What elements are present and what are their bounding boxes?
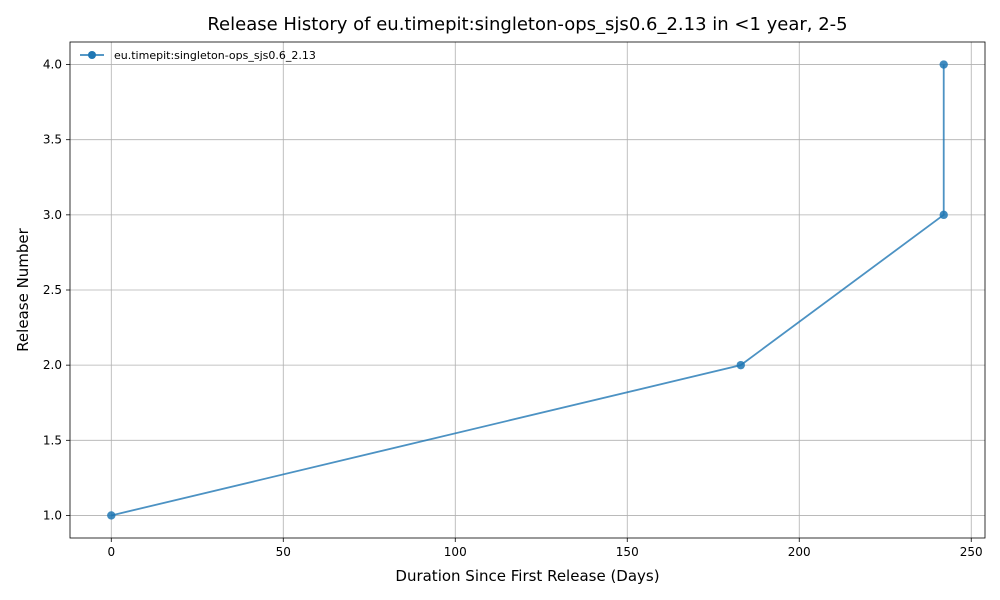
legend-marker-swatch (88, 51, 96, 59)
series-layer (107, 60, 948, 520)
legend-entry-label: eu.timepit:singleton-ops_sjs0.6_2.13 (114, 49, 316, 62)
y-tick-label: 3.0 (43, 208, 62, 222)
x-axis-label: Duration Since First Release (Days) (395, 567, 659, 585)
y-tick-label: 1.5 (43, 433, 62, 447)
grid (70, 42, 985, 538)
y-tick-label: 2.5 (43, 283, 62, 297)
data-point (939, 60, 948, 69)
ticks: 0 50 100 150 200 250 1.0 1.5 2.0 2.5 3.0 3.5 4.0 (43, 58, 983, 559)
data-point (736, 360, 745, 370)
x-tick-label: 0 (107, 545, 115, 559)
x-tick-label: 100 (444, 545, 467, 559)
data-point (107, 511, 116, 520)
y-axis-label: Release Number (14, 227, 32, 351)
series-line (111, 64, 945, 517)
x-tick-label: 150 (616, 545, 639, 559)
data-point (939, 210, 948, 220)
legend: eu.timepit:singleton-ops_sjs0.6_2.13 (80, 49, 316, 62)
x-tick-label: 50 (276, 545, 291, 559)
y-tick-label: 2.0 (43, 358, 62, 372)
y-tick-label: 3.5 (43, 133, 62, 147)
x-tick-label: 250 (960, 545, 983, 559)
x-tick-label: 200 (788, 545, 811, 559)
chart-title: Release History of eu.timepit:singleton-… (207, 14, 847, 35)
y-tick-label: 1.0 (43, 508, 62, 522)
y-tick-label: 4.0 (43, 58, 62, 72)
